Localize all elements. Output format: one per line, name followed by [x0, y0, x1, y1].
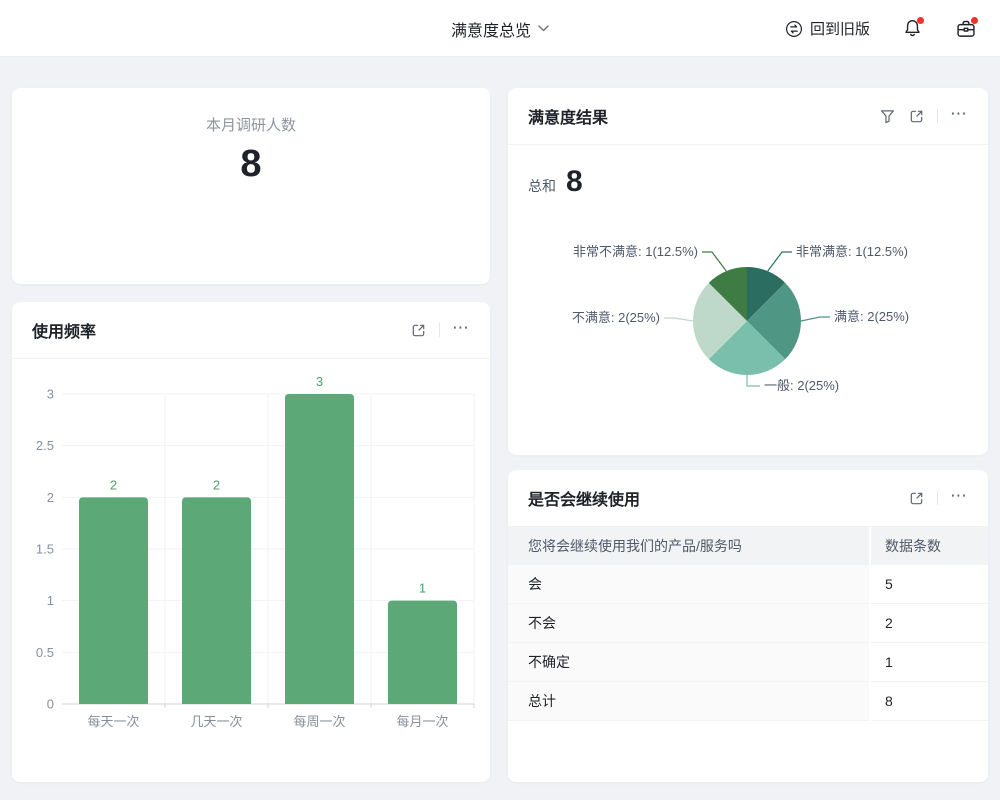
svg-text:2.5: 2.5: [36, 438, 54, 453]
toolbar-divider: [439, 323, 440, 337]
monthly-respondents-card: 本月调研人数 8: [12, 88, 490, 284]
table-row[interactable]: 总计 8: [508, 682, 988, 721]
header-actions: 回到旧版: [785, 0, 978, 57]
sum-value: 8: [566, 165, 583, 198]
svg-text:2: 2: [213, 477, 220, 492]
page-title-group[interactable]: 满意度总览: [0, 0, 1000, 57]
svg-text:每天一次: 每天一次: [87, 714, 139, 729]
back-to-old-version-button[interactable]: 回到旧版: [785, 18, 870, 39]
svg-text:1: 1: [47, 593, 54, 608]
table-row[interactable]: 不确定 1: [508, 643, 988, 682]
usage-bar-chart[interactable]: 0 0.5 1 1.5 2 2.5 3 2 每天一次 2 几天一次 3 每周一次 1 每月一次: [12, 359, 490, 779]
svg-text:1: 1: [419, 581, 426, 596]
svg-text:满意: 2(25%): 满意: 2(25%): [834, 309, 909, 324]
notification-badge: [917, 16, 924, 24]
count-cell: 2: [871, 604, 988, 643]
answer-cell: 不确定: [508, 643, 869, 682]
satisfaction-result-card: 满意度结果 ⋯ 总和 8 非常满意: 1(12.5%) 满意: 2(25%) 一般:…: [508, 88, 988, 455]
continue-card-title: 是否会继续使用: [528, 492, 641, 509]
svg-text:3: 3: [47, 387, 54, 402]
answer-cell: 总计: [508, 682, 869, 721]
respondents-label: 本月调研人数: [205, 117, 296, 134]
answer-cell: 会: [508, 565, 869, 604]
pie-sum-row: 总和 8: [508, 145, 988, 199]
svg-text:2: 2: [47, 490, 54, 505]
table-body: 会 5 不会 2 不确定 1 总计 8: [508, 565, 988, 721]
back-button-label: 回到旧版: [809, 21, 870, 38]
svg-text:0: 0: [47, 697, 54, 712]
more-actions-button[interactable]: ⋯: [950, 485, 968, 505]
chevron-down-icon: [538, 25, 549, 32]
usage-frequency-card: 使用频率 ⋯ 0 0.5 1 1.5 2 2.5 3 2 每天一次 2 几天一次 3 每周一次 1 每月一次: [12, 302, 490, 782]
svg-text:不满意: 2(25%): 不满意: 2(25%): [572, 310, 660, 325]
usage-card-header: 使用频率 ⋯: [12, 302, 490, 359]
table-row[interactable]: 不会 2: [508, 604, 988, 643]
workbench-badge: [971, 16, 978, 24]
continue-use-card: 是否会继续使用 ⋯ 您将会继续使用我们的产品/服务吗 数据条数 会 5 不会 2 不确定…: [508, 470, 988, 782]
svg-text:非常不满意: 1(12.5%): 非常不满意: 1(12.5%): [573, 244, 698, 259]
notifications-button[interactable]: [900, 16, 924, 41]
switch-version-icon: [785, 20, 803, 38]
toolbar-divider: [937, 109, 938, 123]
workbench-button[interactable]: [954, 16, 978, 41]
count-cell: 5: [871, 565, 988, 604]
top-header: 满意度总览 回到旧版: [0, 0, 1000, 57]
more-actions-button[interactable]: ⋯: [452, 317, 470, 337]
open-in-new-icon[interactable]: [908, 108, 925, 125]
sum-label: 总和: [528, 178, 556, 194]
svg-text:几天一次: 几天一次: [190, 714, 242, 729]
svg-text:0.5: 0.5: [36, 645, 54, 660]
count-cell: 8: [871, 682, 988, 721]
briefcase-icon: [955, 18, 977, 40]
table-header-question: 您将会继续使用我们的产品/服务吗: [508, 527, 869, 565]
svg-text:1.5: 1.5: [36, 542, 54, 557]
more-actions-button[interactable]: ⋯: [950, 103, 968, 123]
svg-text:每周一次: 每周一次: [293, 714, 345, 729]
open-in-new-icon[interactable]: [908, 490, 925, 507]
table-header-count: 数据条数: [871, 527, 988, 565]
open-in-new-icon[interactable]: [410, 322, 427, 339]
satisfaction-card-title: 满意度结果: [528, 110, 609, 127]
page-title: 满意度总览: [450, 22, 531, 40]
continue-card-header: 是否会继续使用 ⋯: [508, 470, 988, 527]
satisfaction-card-header: 满意度结果 ⋯: [508, 88, 988, 145]
table-header-row: 您将会继续使用我们的产品/服务吗 数据条数: [508, 527, 988, 565]
svg-text:2: 2: [110, 477, 117, 492]
respondents-value: 8: [240, 143, 262, 185]
satisfaction-pie-chart[interactable]: 非常满意: 1(12.5%) 满意: 2(25%) 一般: 2(25%) 不满意: 2…: [508, 205, 988, 453]
continue-use-table: 您将会继续使用我们的产品/服务吗 数据条数 会 5 不会 2 不确定 1 总计 8: [508, 527, 988, 721]
usage-card-title: 使用频率: [32, 324, 97, 341]
toolbar-divider: [937, 491, 938, 505]
svg-text:一般: 2(25%): 一般: 2(25%): [764, 378, 839, 393]
count-cell: 1: [871, 643, 988, 682]
svg-text:每月一次: 每月一次: [396, 714, 448, 729]
svg-text:非常满意: 1(12.5%): 非常满意: 1(12.5%): [796, 244, 908, 259]
answer-cell: 不会: [508, 604, 869, 643]
filter-icon[interactable]: [879, 108, 896, 125]
bell-icon: [902, 18, 923, 39]
svg-text:3: 3: [316, 374, 323, 389]
